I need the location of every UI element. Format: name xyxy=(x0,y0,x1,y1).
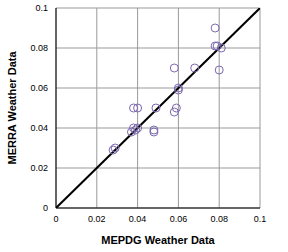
svg-text:0: 0 xyxy=(43,203,48,213)
svg-text:0.04: 0.04 xyxy=(129,214,147,224)
svg-text:0.08: 0.08 xyxy=(210,214,228,224)
svg-text:0.02: 0.02 xyxy=(88,214,106,224)
svg-text:0.06: 0.06 xyxy=(170,214,188,224)
svg-text:0: 0 xyxy=(53,214,58,224)
svg-text:0.06: 0.06 xyxy=(30,83,48,93)
svg-text:0.02: 0.02 xyxy=(30,163,48,173)
svg-text:0.1: 0.1 xyxy=(254,214,267,224)
svg-text:0.08: 0.08 xyxy=(30,43,48,53)
svg-text:MERRA Weather Data: MERRA Weather Data xyxy=(8,51,18,165)
svg-text:MEPDG Weather Data: MEPDG Weather Data xyxy=(101,234,215,246)
svg-text:0.04: 0.04 xyxy=(30,123,48,133)
svg-text:0.1: 0.1 xyxy=(35,3,48,13)
